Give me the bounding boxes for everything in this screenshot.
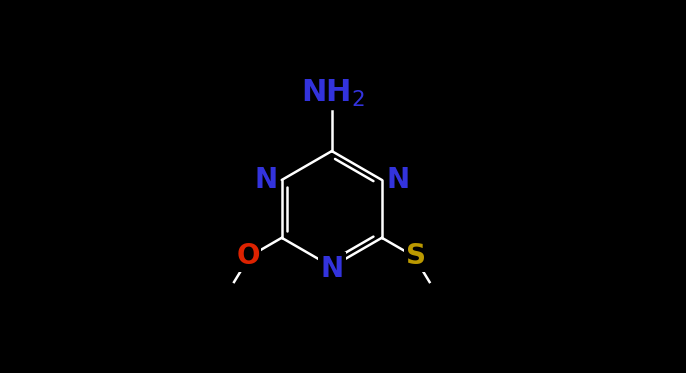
Text: NH$_2$: NH$_2$ bbox=[300, 78, 364, 109]
Text: N: N bbox=[254, 166, 277, 194]
Text: N: N bbox=[386, 166, 410, 194]
Text: N: N bbox=[320, 254, 344, 283]
Text: O: O bbox=[236, 242, 259, 270]
Text: S: S bbox=[405, 242, 426, 270]
